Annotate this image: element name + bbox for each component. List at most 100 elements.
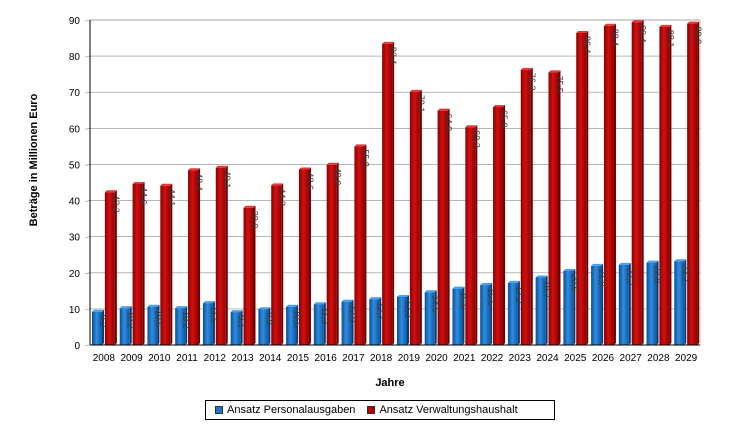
- legend-label-personal: Ansatz Personalausgaben: [227, 404, 356, 416]
- bar-side: [684, 259, 687, 345]
- bar-top: [243, 205, 256, 208]
- bar-top: [548, 70, 561, 73]
- x-tick-label: 2026: [592, 353, 615, 364]
- gridline-depth: [84, 91, 91, 94]
- bar-verwaltungshaushalt: [354, 146, 365, 345]
- bar-top: [397, 294, 409, 297]
- bar-verwaltungshaushalt: [382, 43, 393, 345]
- y-axis-title: Beträge in Millionen Euro: [28, 93, 40, 226]
- data-label: 10,2: [126, 311, 136, 329]
- bar-side: [198, 168, 201, 345]
- x-tick-label: 2024: [536, 353, 559, 364]
- bar-verwaltungshaushalt: [243, 207, 254, 345]
- data-label: 44,6: [139, 187, 149, 205]
- bar-side: [185, 306, 188, 345]
- bar-verwaltungshaushalt: [465, 127, 476, 345]
- bar-verwaltungshaushalt: [687, 23, 698, 345]
- bar-side: [697, 21, 700, 345]
- axes: 0 10 20 30 40 50 60 70 80 90 2008 2009 2010 2011 2012 2…: [69, 16, 700, 364]
- x-tick-label: 2020: [425, 353, 448, 364]
- bar-side: [102, 309, 104, 345]
- bar-side: [157, 304, 160, 345]
- data-label: 11,6: [209, 306, 219, 323]
- legend-swatch-blue: [215, 406, 223, 414]
- bar-side: [656, 260, 659, 345]
- bar-side: [447, 108, 450, 345]
- bar-top: [631, 20, 644, 23]
- bar-side: [296, 304, 299, 345]
- data-label: 11,3: [320, 307, 330, 324]
- data-label: 17,2: [514, 286, 524, 304]
- bar-top: [230, 310, 243, 313]
- data-label: 65,9: [499, 110, 509, 128]
- y-tick-label: 40: [69, 197, 81, 208]
- data-label: 89,0: [693, 27, 703, 45]
- bar-personalausgaben: [397, 296, 407, 345]
- bar-top: [409, 89, 422, 92]
- bar-side: [281, 183, 284, 345]
- data-label: 23,2: [680, 264, 690, 282]
- x-tick-label: 2023: [509, 353, 532, 364]
- gridline-depth: [84, 128, 91, 130]
- data-label: 48,6: [305, 173, 315, 191]
- bar-top: [618, 262, 631, 265]
- bar-top: [659, 24, 672, 27]
- bar-side: [545, 275, 548, 345]
- bar-verwaltungshaushalt: [603, 25, 614, 346]
- bar-personalausgaben: [175, 308, 186, 345]
- bar-top: [452, 286, 465, 289]
- data-label: 83,4: [388, 47, 398, 65]
- bar-verwaltungshaushalt: [298, 169, 309, 345]
- bar-top: [563, 268, 576, 271]
- bar-top: [313, 302, 326, 305]
- bar-side: [351, 299, 354, 345]
- gridline-depth: [84, 55, 91, 58]
- gridline-depth: [84, 164, 91, 166]
- data-label: 14,6: [431, 295, 441, 313]
- bar-top: [132, 181, 145, 184]
- bar-side: [475, 125, 478, 345]
- x-tick-label: 2019: [398, 353, 421, 364]
- y-tick-label: 20: [69, 269, 81, 280]
- bar-personalausgaben: [618, 264, 629, 345]
- data-label: 9,2: [98, 315, 108, 328]
- bar-personalausgaben: [258, 309, 269, 345]
- bar-verwaltungshaushalt: [215, 167, 226, 345]
- bar-side: [503, 105, 506, 346]
- data-label: 60,3: [471, 130, 481, 148]
- x-tick-label: 2012: [204, 353, 227, 364]
- bar-side: [530, 67, 533, 345]
- x-tick-label: 2027: [620, 353, 643, 364]
- data-label: 76,2: [527, 73, 537, 91]
- data-label: 38,0: [250, 211, 260, 229]
- x-tick-label: 2009: [120, 353, 143, 364]
- bar-side: [462, 286, 465, 345]
- bar-verwaltungshaushalt: [271, 185, 282, 345]
- data-label: 16,6: [486, 288, 496, 306]
- data-label: 12,0: [348, 305, 358, 323]
- bar-side: [129, 306, 132, 345]
- data-label: 22,2: [625, 268, 635, 286]
- bar-side: [268, 307, 271, 345]
- data-label: 10,6: [153, 310, 163, 328]
- bar-verwaltungshaushalt: [437, 110, 448, 345]
- bar-top: [382, 41, 395, 44]
- data-label: 15,6: [458, 292, 468, 310]
- bar-top: [424, 290, 437, 293]
- bar-top: [480, 283, 493, 286]
- bar-side: [253, 205, 256, 345]
- x-tick-label: 2025: [564, 353, 587, 364]
- data-label: 10,6: [292, 310, 302, 328]
- bar-side: [336, 162, 339, 345]
- data-label: 88,1: [665, 30, 675, 48]
- bar-top: [104, 190, 117, 193]
- bar-top: [687, 21, 700, 24]
- bar-personalausgaben: [452, 288, 463, 345]
- bar-verwaltungshaushalt: [132, 183, 143, 345]
- data-label: 49,9: [333, 168, 343, 186]
- bar-side: [628, 262, 631, 345]
- bar-top: [286, 304, 299, 307]
- legend-item-verwaltung: Ansatz Verwaltungshaushalt: [367, 404, 518, 416]
- bar-side: [323, 302, 326, 345]
- bar-verwaltungshaushalt: [493, 107, 504, 346]
